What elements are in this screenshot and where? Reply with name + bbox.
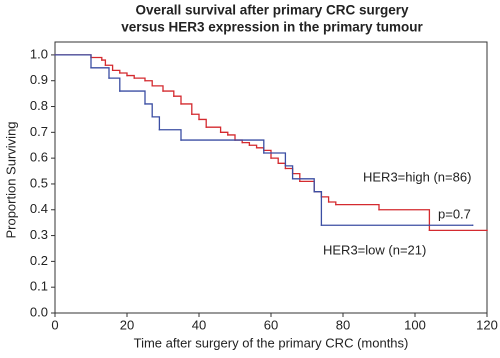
- y-tick-label: 0.3: [30, 227, 48, 242]
- series-label: HER3=low (n=21): [323, 242, 426, 257]
- y-tick-label: 0.7: [30, 124, 48, 139]
- y-tick-label: 0.4: [30, 201, 48, 216]
- survival-step: [327, 201, 337, 206]
- y-tick-label: 0.6: [30, 150, 48, 165]
- survival-step: [335, 203, 380, 211]
- x-tick-label: 80: [336, 317, 350, 332]
- x-tick-label: 40: [192, 317, 206, 332]
- survival-step: [291, 172, 301, 183]
- series-label: HER3=high (n=86): [363, 169, 471, 184]
- survival-step: [144, 80, 153, 87]
- chart-title: versus HER3 expression in the primary tu…: [121, 20, 423, 35]
- survival-step: [90, 67, 110, 79]
- survival-step: [101, 59, 107, 66]
- survival-step: [241, 142, 251, 146]
- survival-step: [133, 77, 146, 82]
- x-axis-label: Time after surgery of the primary CRC (m…: [134, 335, 409, 350]
- x-tick-label: 0: [51, 317, 58, 332]
- survival-step: [108, 77, 121, 92]
- survival-step: [90, 56, 103, 61]
- y-tick-label: 0.0: [30, 304, 48, 319]
- survival-step: [291, 178, 315, 193]
- x-tick-label: 120: [476, 317, 498, 332]
- survival-step: [277, 162, 287, 170]
- survival-step: [248, 144, 258, 149]
- survival-step: [111, 69, 121, 74]
- survival-step: [119, 72, 128, 77]
- x-tick-label: 100: [404, 317, 426, 332]
- survival-step: [119, 90, 146, 105]
- survival-step: [180, 139, 265, 154]
- x-tick-label: 20: [120, 317, 134, 332]
- survival-step: [320, 196, 330, 203]
- survival-step: [104, 64, 114, 72]
- survival-step: [227, 134, 236, 141]
- survival-step: [198, 118, 207, 128]
- survival-step: [191, 113, 200, 121]
- survival-step: [54, 54, 92, 69]
- y-tick-label: 0.2: [30, 253, 48, 268]
- survival-step: [313, 191, 323, 198]
- survival-step: [255, 147, 265, 152]
- survival-step: [263, 149, 272, 159]
- survival-step: [270, 157, 279, 164]
- survival-step: [144, 103, 153, 118]
- survival-step: [219, 131, 229, 136]
- annotation: p=0.7: [438, 206, 471, 221]
- y-tick-label: 0.8: [30, 98, 48, 113]
- survival-step: [151, 116, 161, 131]
- survival-step: [158, 129, 182, 141]
- chart-title: Overall survival after primary CRC surge…: [135, 3, 409, 18]
- survival-step: [284, 165, 294, 180]
- y-tick-label: 0.9: [30, 72, 48, 87]
- survival-step: [205, 126, 222, 133]
- survival-step: [263, 152, 287, 167]
- y-tick-label: 0.5: [30, 175, 48, 190]
- survival-step: [151, 85, 164, 92]
- y-axis-label: Proportion Surviving: [3, 121, 18, 238]
- survival-step: [299, 180, 315, 193]
- survival-step: [284, 167, 294, 175]
- survival-step: [126, 74, 135, 79]
- survival-step: [180, 103, 193, 115]
- survival-step: [162, 90, 175, 97]
- x-tick-label: 60: [264, 317, 278, 332]
- survival-step: [378, 209, 431, 232]
- y-tick-label: 1.0: [30, 46, 48, 61]
- survival-step: [173, 95, 182, 105]
- survival-step: [313, 191, 323, 226]
- y-tick-label: 0.1: [30, 279, 48, 294]
